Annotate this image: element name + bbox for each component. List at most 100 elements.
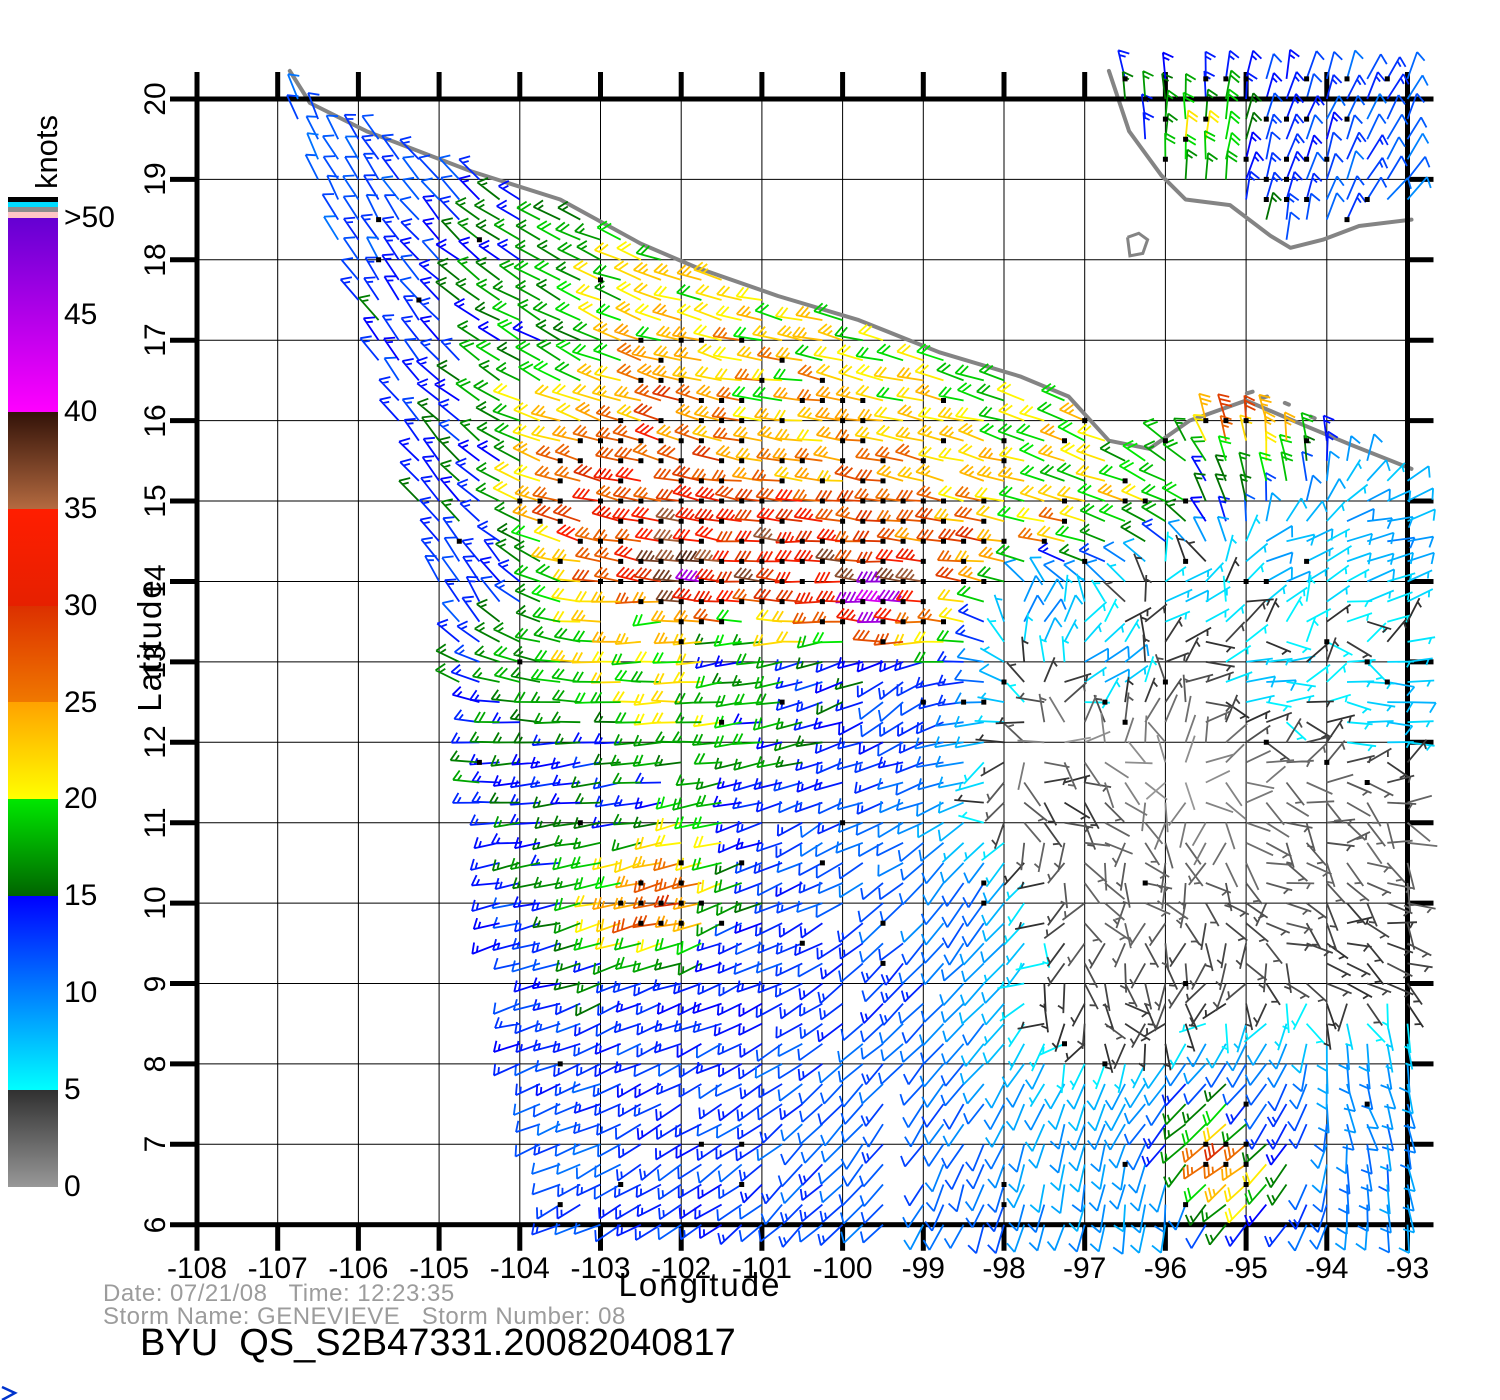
wind-barbs <box>530 261 985 645</box>
y-axis-tick-label: 9 <box>139 975 172 992</box>
wind-barbs <box>571 485 944 583</box>
wind-barbs <box>472 70 1251 1164</box>
wind-barbs <box>955 514 1435 1094</box>
wind-barbs <box>591 504 823 563</box>
wind-barbs <box>630 422 924 603</box>
x-axis-tick-label: -103 <box>570 1252 631 1285</box>
rain-flag-dots <box>376 76 1390 1208</box>
wind-barbs <box>593 467 863 623</box>
x-axis-tick-label: -94 <box>1305 1252 1349 1285</box>
wind-barbs <box>939 433 1435 1253</box>
wind-barbs <box>674 568 904 603</box>
wind-barbs <box>304 95 1431 1244</box>
x-axis-tick-label: -95 <box>1224 1252 1268 1285</box>
y-axis-tick-label: 19 <box>139 162 172 197</box>
wind-barbs <box>496 91 1293 1203</box>
colorbar-tick-label: 0 <box>64 1170 81 1203</box>
colorbar-tick-label: 15 <box>64 879 98 913</box>
x-axis-tick-label: -100 <box>812 1252 873 1285</box>
wind-barbs <box>512 303 1247 1182</box>
wind-barbs <box>613 484 843 584</box>
wind-barbs <box>980 553 1428 1070</box>
wind-barbs <box>475 88 1239 1146</box>
wind-barbs <box>1023 693 1433 949</box>
y-axis-tick-label: 8 <box>139 1055 172 1073</box>
coastal-islets <box>1244 389 1317 421</box>
y-axis-tick-label: 17 <box>139 323 172 357</box>
wind-barbs <box>344 51 1426 1236</box>
x-axis-tick-label: -105 <box>409 1252 470 1285</box>
wind-barbs <box>1083 694 1438 891</box>
y-axis-tick-label: 10 <box>139 886 172 920</box>
colorbar-tick-label: 5 <box>64 1073 81 1107</box>
wind-barbs <box>654 507 924 583</box>
x-axis-tick-label: -98 <box>982 1252 1026 1285</box>
wind-barbs <box>339 71 1410 1245</box>
wind-barbs <box>855 571 884 583</box>
x-axis-tick-label: -101 <box>731 1252 792 1285</box>
wind-barbs <box>917 459 1437 1233</box>
wind-barbs <box>492 240 1247 1224</box>
wind-barbs <box>573 463 1227 1162</box>
wind-barbs <box>571 487 904 623</box>
colorbar-segment <box>8 605 58 703</box>
colorbar-stripe <box>8 202 58 207</box>
x-axis-tick-label: -106 <box>328 1252 389 1285</box>
wind-barbs <box>635 549 682 583</box>
colorbar-segment <box>8 1090 58 1187</box>
wind-barbs <box>535 383 884 893</box>
wind-barbs <box>531 393 1256 583</box>
wind-barbs <box>378 49 1339 1247</box>
colorbar-segment <box>8 218 58 412</box>
wind-barbs <box>1017 696 1286 866</box>
colorbar-segment <box>8 993 58 1091</box>
wind-barbs <box>675 549 702 563</box>
wind-barbs <box>984 674 1436 970</box>
wind-barbs <box>651 384 884 603</box>
wind-barbs <box>494 109 1247 1203</box>
footer-storm-line: Storm Name: GENEVIEVE Storm Number: 08 <box>103 1303 626 1330</box>
y-axis-tick-label: 7 <box>139 1135 172 1153</box>
wind-barbs <box>692 568 722 603</box>
wind-barbs <box>358 70 1288 1246</box>
wind-barbs <box>398 72 1316 1227</box>
colorbar-tick-label: >50 <box>64 201 115 234</box>
x-axis-tick-label: -97 <box>1063 1252 1107 1285</box>
colorbar-segment <box>8 702 58 800</box>
pacific-coastline <box>287 68 1414 471</box>
wind-barbs <box>655 548 904 603</box>
x-axis-title: Longitude <box>618 1266 782 1303</box>
wind-barbs <box>493 132 1314 951</box>
wind-barbs <box>532 383 1233 910</box>
wind-barbs <box>963 462 1435 1108</box>
wind-barbs <box>963 562 1436 1094</box>
wind-barbs <box>322 51 1425 1254</box>
wind-barbs <box>492 109 1277 1188</box>
wind-barbs <box>611 464 944 934</box>
colorbar-segment <box>8 799 58 897</box>
x-axis-tick-label: -107 <box>247 1252 308 1285</box>
wind-barbs <box>934 478 1435 1254</box>
colorbar-segment <box>8 411 58 509</box>
wind-barbs <box>838 132 1430 1253</box>
wind-barbs <box>287 49 1429 1254</box>
wind-barbs <box>534 261 1085 933</box>
wind-barbs <box>1015 654 1432 1040</box>
wind-barbs <box>455 149 1267 1205</box>
wind-barbs <box>615 466 783 543</box>
y-axis-tick-label: 18 <box>139 243 172 277</box>
wind-barbs <box>941 459 1436 1132</box>
y-axis-tick-label: 12 <box>139 725 172 759</box>
colorbar-stripe <box>8 207 58 212</box>
x-axis-tick-label: -108 <box>166 1252 228 1285</box>
wind-barbs <box>551 323 1005 928</box>
wind-barbs <box>286 50 1389 1248</box>
y-axis-tick-label: 20 <box>139 82 172 116</box>
x-axis-tick-label: -96 <box>1143 1252 1188 1285</box>
colorbar-tick-label: 35 <box>64 491 98 525</box>
wind-barbs <box>1017 712 1247 847</box>
wind-barbs <box>572 386 1247 1180</box>
colorbar-tick-label: 30 <box>64 588 98 622</box>
colorbar-tick-label: 10 <box>64 976 98 1010</box>
